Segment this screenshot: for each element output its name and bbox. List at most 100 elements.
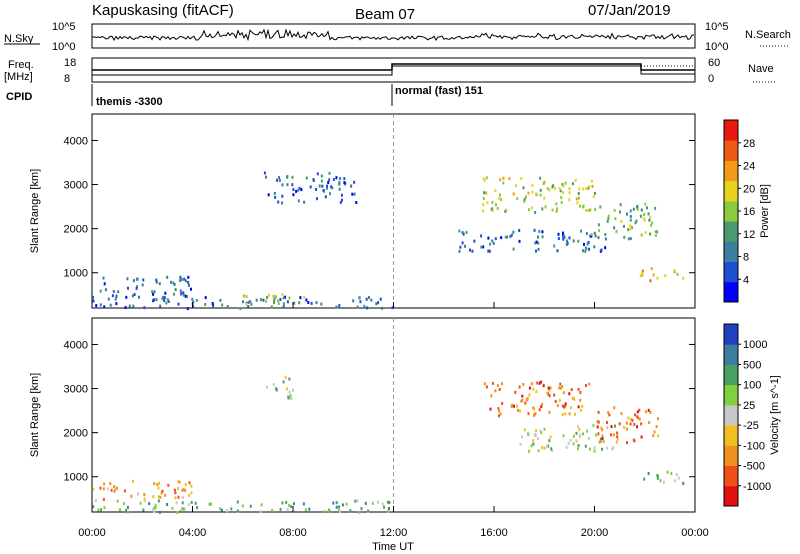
data-cell-1-6-10 [677, 476, 680, 480]
data-cell-0-4-62 [504, 209, 507, 213]
data-cell-0-0-69 [273, 298, 276, 302]
data-cell-1-0-18 [126, 505, 129, 509]
data-cell-1-0-1 [292, 502, 295, 506]
data-cell-0-0-9 [266, 295, 269, 299]
data-cell-0-0-28 [115, 302, 118, 306]
data-cell-1-0-61 [171, 506, 174, 510]
data-cell-0-4-85 [590, 179, 593, 183]
data-cell-1-0-58 [388, 507, 390, 510]
data-cell-0-2-5 [281, 293, 284, 296]
data-cell-1-4-57 [569, 438, 572, 442]
data-cell-0-0-35 [92, 299, 95, 303]
data-cell-1-5-37 [638, 408, 641, 412]
data-cell-0-0-16 [366, 306, 369, 310]
data-cell-1-4-21 [532, 439, 535, 443]
data-cell-0-2-10 [250, 302, 253, 306]
data-cell-1-0-24 [383, 505, 386, 509]
data-cell-0-2-4 [274, 295, 277, 299]
data-cell-0-1-9 [190, 287, 192, 291]
data-cell-0-4-38 [559, 189, 562, 193]
data-cell-0-3-41 [338, 181, 341, 185]
data-cell-1-6-4 [666, 470, 669, 474]
colorbar-label-0-4: 12 [743, 229, 755, 241]
data-cell-1-0-2 [194, 501, 197, 505]
data-cell-1-3-35 [490, 394, 493, 398]
data-cell-0-4-71 [520, 177, 523, 181]
freq-label-1: Freq. [8, 59, 34, 71]
data-cell-1-1-37 [99, 486, 102, 490]
data-cell-0-5-48 [512, 230, 515, 234]
data-cell-1-4-11 [543, 427, 546, 431]
data-cell-0-4-43 [585, 209, 588, 212]
data-cell-0-2-11 [265, 299, 267, 303]
nave-tick-top: 60 [708, 57, 720, 69]
data-cell-0-5-60 [480, 234, 483, 238]
data-cell-1-3-78 [534, 412, 537, 415]
data-cell-0-0-39 [239, 307, 242, 311]
data-cell-1-4-19 [606, 426, 609, 430]
freq-tick-bottom: 8 [64, 73, 70, 85]
data-cell-0-0-2 [191, 297, 194, 301]
data-cell-0-3-34 [343, 181, 346, 185]
data-cell-1-5-31 [649, 411, 652, 414]
data-cell-1-5-26 [613, 406, 616, 410]
x-tick-label-2: 08:00 [279, 527, 307, 539]
data-cell-0-0-61 [249, 300, 252, 304]
data-cell-1-5-4 [606, 421, 608, 424]
data-cell-1-1-3 [110, 488, 113, 492]
data-cell-1-3-80 [532, 406, 535, 410]
sky-noise-trace [91, 28, 695, 42]
data-cell-1-0-69 [327, 510, 330, 514]
colorbar-frame-1 [723, 323, 739, 507]
data-cell-0-5-16 [537, 247, 540, 251]
time-axis-label: Time UT [372, 541, 414, 553]
data-cell-0-1-40 [164, 291, 167, 295]
data-cell-1-4-43 [592, 424, 595, 428]
data-cell-0-4-13 [592, 195, 595, 199]
colorbar-swatch-1-0 [724, 485, 738, 507]
data-cell-1-3-81 [530, 382, 533, 386]
data-cell-1-3-61 [541, 403, 544, 406]
data-cell-0-1-3 [172, 281, 175, 285]
colorbar-label-1-0: 1000 [743, 339, 767, 351]
data-cell-0-6-10 [629, 218, 632, 222]
data-cell-1-3-45 [561, 404, 564, 408]
velocity-panel: 1000 2000 3000 4000 Slant Range [km] 1000 50… [29, 317, 781, 514]
data-cell-0-6-16 [619, 210, 621, 214]
data-cell-1-3-43 [580, 408, 582, 412]
data-cell-1-0-68 [241, 504, 244, 508]
data-cell-1-0-53 [181, 506, 184, 510]
data-cell-1-2-9 [288, 377, 291, 381]
data-cell-1-3-46 [498, 388, 501, 391]
data-cell-1-1-15 [114, 487, 117, 491]
data-cell-0-0-40 [284, 295, 286, 299]
data-cell-0-1-8 [136, 285, 138, 289]
data-cell-1-1-36 [188, 493, 191, 497]
data-cell-1-3-53 [538, 381, 541, 385]
data-cell-0-0-83 [186, 307, 189, 311]
colorbar-label-1-5: -100 [743, 440, 765, 452]
colorbar-swatch-0-8 [724, 120, 738, 141]
data-cell-0-5-26 [473, 239, 476, 243]
data-cell-0-0-81 [286, 300, 289, 304]
data-cell-1-1-43 [164, 493, 167, 497]
data-cell-0-6-23 [594, 207, 597, 211]
data-cell-0-0-8 [370, 298, 373, 302]
data-cell-0-5-61 [535, 240, 538, 244]
freq-trace [92, 63, 695, 71]
data-cell-0-2-3 [272, 294, 275, 298]
data-cell-0-6-32 [629, 237, 632, 241]
data-cell-0-5-7 [487, 236, 490, 240]
data-cell-0-0-42 [262, 298, 265, 302]
data-cell-0-0-37 [163, 296, 166, 300]
data-cell-1-3-30 [528, 393, 531, 397]
y-tick-label-0-0: 1000 [64, 268, 88, 280]
data-cell-1-5-44 [596, 425, 599, 429]
data-cell-1-3-18 [521, 398, 524, 402]
data-cell-1-0-45 [154, 503, 157, 507]
data-cell-1-4-3 [614, 424, 616, 428]
data-cell-0-1-19 [174, 288, 177, 292]
data-cell-1-5-6 [616, 431, 619, 435]
data-cell-0-1-25 [103, 282, 106, 286]
data-cell-0-4-7 [491, 200, 494, 204]
